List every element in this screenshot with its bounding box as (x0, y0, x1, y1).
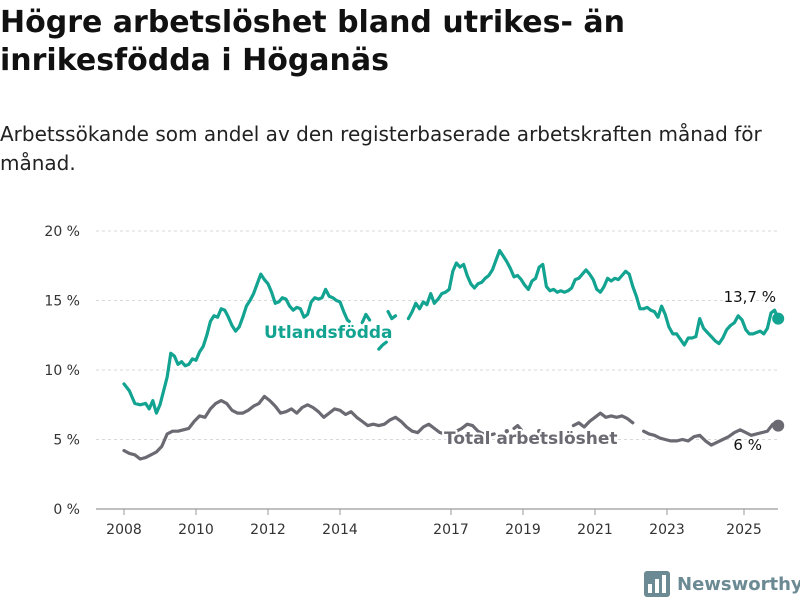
x-axis: 2008 2010 2012 2014 2017 2019 2021 2023 2025 (106, 509, 762, 538)
newsworthy-logo-icon (644, 571, 670, 597)
series-line-total-arbetsl-shet (642, 422, 780, 447)
series-line-utlandsf-dda (122, 272, 351, 415)
x-tick-label: 2025 (726, 522, 762, 538)
x-tick-label: 2017 (433, 522, 469, 538)
series-line-utlandsf-dda (360, 312, 372, 325)
y-tick-label: 20 % (44, 224, 80, 240)
series-line-utlandsf-dda (386, 310, 398, 321)
newsworthy-logo: Newsworthy (644, 570, 800, 598)
y-tick-label: 10 % (44, 363, 80, 379)
newsworthy-logo-text: Newsworthy (677, 573, 800, 595)
x-tick-label: 2019 (505, 522, 541, 538)
series-line-total-arbetsl-shet (512, 424, 523, 432)
series-point-total-arbetsl-shet (504, 428, 509, 434)
series-line-total-arbetsl-shet (571, 411, 635, 429)
series-end-marker-utlandsf-dda (772, 312, 785, 325)
x-tick-label: 2012 (250, 522, 286, 538)
y-axis-ticks: 0 % 5 % 10 % 15 % 20 % (44, 224, 80, 518)
end-value-label-total-arbetsloshet: 6 % (733, 436, 762, 454)
series-line-utlandsf-dda (406, 248, 780, 347)
series-line-utlandsf-dda (377, 340, 388, 351)
chart-gridlines (96, 230, 778, 510)
series-end-marker-total-arbetsl-shet (772, 419, 785, 432)
x-tick-label: 2021 (577, 522, 613, 538)
y-tick-label: 0 % (53, 502, 80, 518)
series-line-total-arbetsl-shet (122, 394, 496, 461)
x-tick-label: 2010 (178, 522, 214, 538)
series-label-utlandsfodda: Utlandsfödda (264, 323, 393, 343)
end-value-label-utlandsfodda: 13,7 % (724, 288, 776, 306)
series-point-total-arbetsl-shet (537, 428, 542, 434)
x-tick-label: 2014 (322, 522, 358, 538)
x-tick-label: 2008 (106, 522, 142, 538)
chart-title: Högre arbetslöshet bland utrikes- än inr… (0, 5, 625, 78)
x-tick-label: 2023 (649, 522, 685, 538)
chart-subtitle: Arbetssökande som andel av den registerb… (0, 122, 762, 175)
y-tick-label: 15 % (44, 294, 80, 310)
series-label-total-arbetsloshet: Total arbetslöshet (444, 429, 618, 449)
series-lines (122, 248, 785, 461)
series-labels: Utlandsfödda Total arbetslöshet 13,7 % 6 % (262, 286, 778, 456)
y-tick-label: 5 % (53, 433, 80, 449)
